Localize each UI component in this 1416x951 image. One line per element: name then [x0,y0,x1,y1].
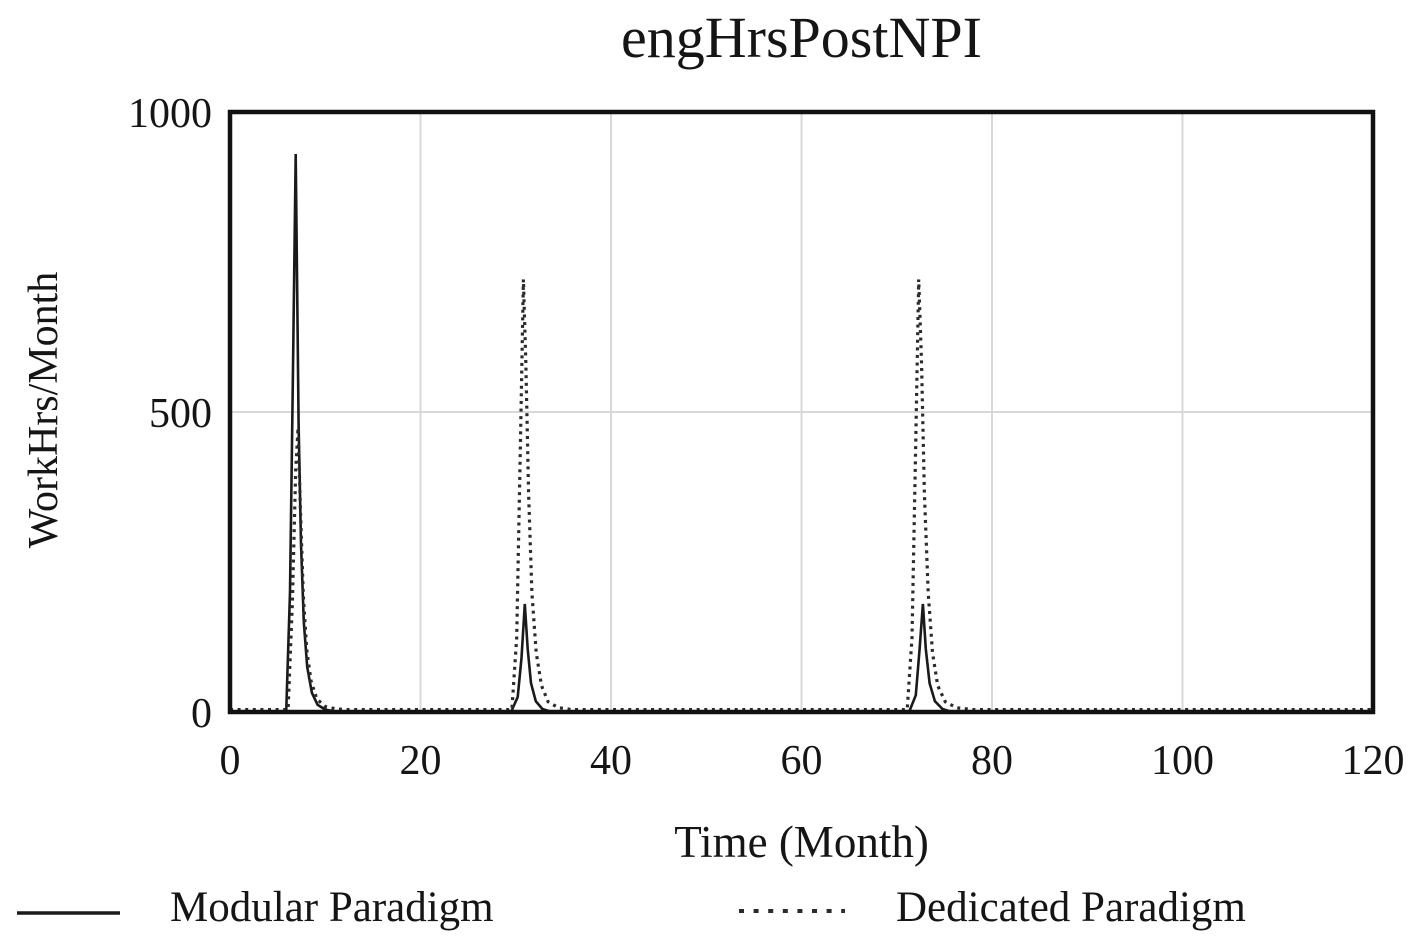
legend-label-modular-paradigm: Modular Paradigm [170,884,494,931]
series-line-modular-paradigm [230,153,1373,714]
x-tick-label: 120 [1342,738,1405,784]
chart-canvas: 0 20 40 60 80 100 120 0 500 1000 [128,91,1405,784]
chart-title: engHrsPostNPI [621,5,982,70]
plot-frame [227,109,1376,715]
x-tick-label: 20 [400,738,442,784]
dotted-line-swatch-icon [739,909,845,913]
solid-line-swatch-icon [17,911,120,915]
x-axis-title: Time (Month) [674,817,929,867]
x-tick-label: 0 [220,738,241,784]
x-tick-label: 40 [590,738,632,784]
y-axis-title: WorkHrs/Month [21,271,67,549]
x-tick-label: 80 [971,738,1013,784]
y-tick-label: 1000 [128,91,212,137]
x-tick-label: 60 [781,738,823,784]
y-tick-label: 500 [149,391,212,437]
legend-label-dedicated-paradigm: Dedicated Paradigm [896,884,1246,931]
x-tick-label: 100 [1151,738,1214,784]
series-line-dedicated-paradigm [230,279,1373,712]
y-tick-label: 0 [191,691,212,737]
